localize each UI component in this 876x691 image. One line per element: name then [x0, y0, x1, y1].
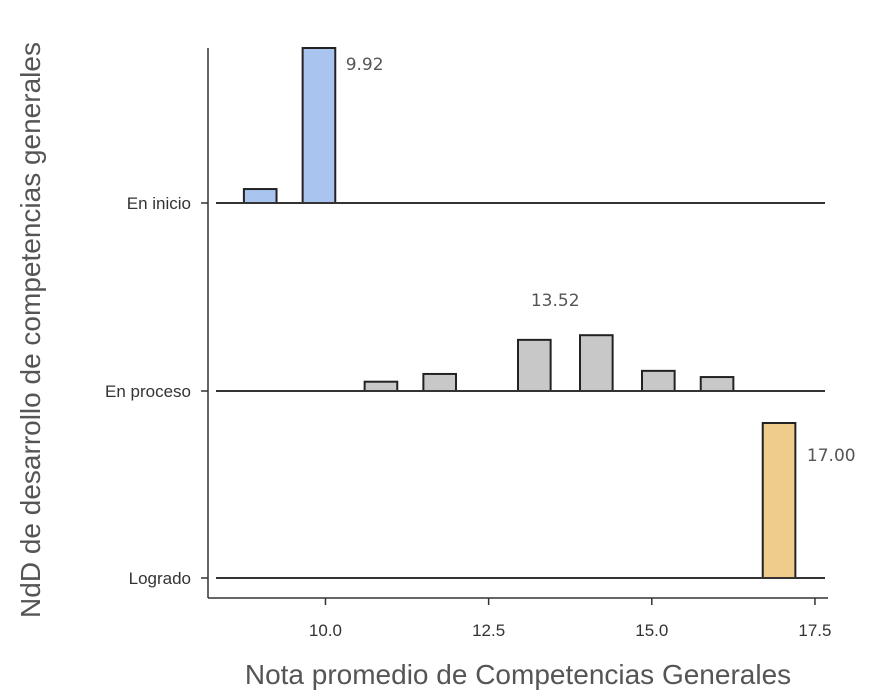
x-tick-label-2: 15.0: [635, 621, 668, 640]
bar-en-inicio-1: [301, 47, 337, 204]
y-tick-label-en-proceso: En proceso: [105, 382, 191, 401]
bar-en-proceso-4: [641, 369, 676, 393]
y-axis-title: NdD de desarrollo de competencias genera…: [15, 42, 46, 618]
annotation-en-inicio: 9.92: [346, 55, 384, 75]
x-tick-label-3: 17.5: [798, 621, 831, 640]
baselines-layer: [216, 202, 825, 579]
annotation-logrado: 17.00: [807, 446, 856, 466]
bar-en-proceso-5: [699, 376, 735, 392]
bar-en-proceso-0: [363, 380, 399, 393]
bar-en-proceso-1: [422, 372, 457, 393]
bars-layer: [242, 47, 797, 579]
x-tick-label-0: 10.0: [309, 621, 342, 640]
y-ticks-layer: En inicio En proceso Logrado: [105, 194, 208, 588]
annotation-en-proceso: 13.52: [531, 291, 580, 311]
x-axis-title: Nota promedio de Competencias Generales: [245, 659, 791, 690]
y-tick-label-logrado: Logrado: [129, 569, 191, 588]
bar-en-proceso-2: [517, 338, 552, 393]
x-tick-label-1: 12.5: [472, 621, 505, 640]
bar-en-proceso-3: [579, 334, 614, 393]
y-tick-label-en-inicio: En inicio: [127, 194, 191, 213]
bar-en-inicio-0: [242, 188, 278, 205]
bar-logrado-0: [761, 422, 797, 579]
x-ticks-layer: 10.0 12.5 15.0 17.5: [309, 598, 831, 640]
annotations-layer: 9.92 13.52 17.00: [346, 55, 856, 466]
